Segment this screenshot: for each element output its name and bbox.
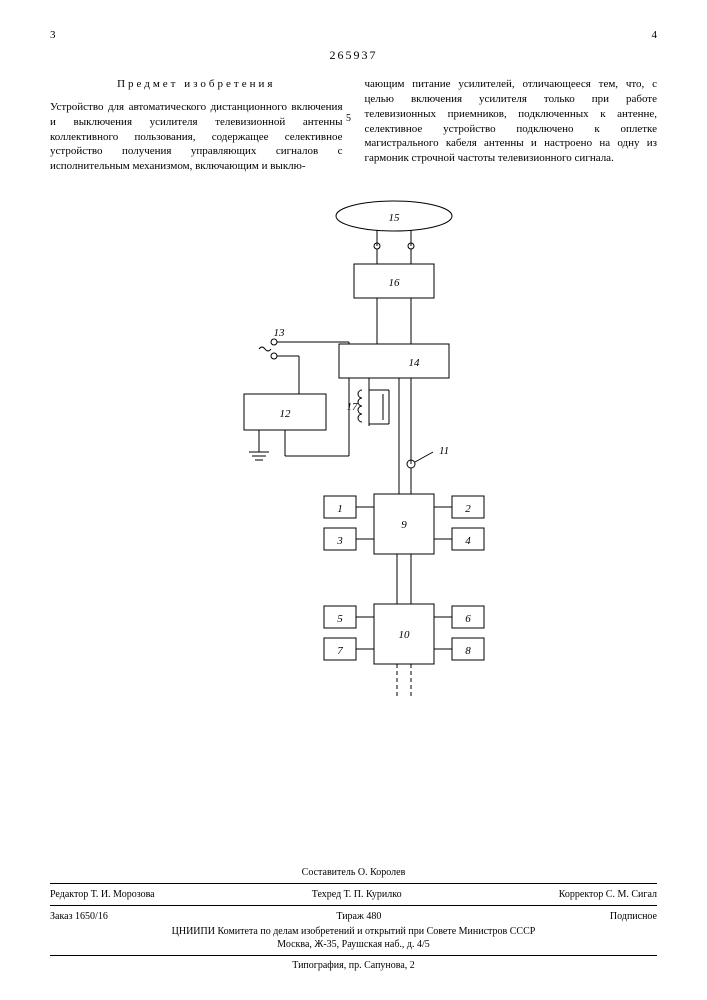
- footer-addr: Москва, Ж-35, Раушская наб., д. 4/5: [50, 938, 657, 952]
- subject-heading: Предмет изобретения: [50, 77, 343, 92]
- footer-compiler: Составитель О. Королев: [50, 866, 657, 880]
- circuit-diagram: 15 16 14 13 1: [189, 194, 519, 734]
- footer-org: ЦНИИПИ Комитета по делам изобретений и о…: [50, 925, 657, 939]
- label-12: 12: [279, 408, 291, 420]
- label-8: 8: [465, 645, 471, 657]
- footer-tirazh: Тираж 480: [336, 910, 381, 924]
- text-columns: Предмет изобретения Устройство для автом…: [50, 77, 657, 174]
- footer-credits: Редактор Т. И. Морозова Техред Т. П. Кур…: [50, 887, 657, 903]
- label-14: 14: [408, 357, 420, 369]
- footer-subscr: Подписное: [610, 910, 657, 924]
- label-17: 17: [346, 401, 358, 413]
- label-1: 1: [337, 503, 343, 515]
- page-num-left: 3: [50, 28, 56, 43]
- line-mark: 5: [346, 112, 351, 126]
- label-5: 5: [337, 613, 343, 625]
- footer-typo: Типография, пр. Сапунова, 2: [50, 959, 657, 973]
- footer-techred: Техред Т. П. Курилко: [312, 888, 402, 902]
- document-number: 265937: [50, 47, 657, 63]
- left-column-text: Устройство для автоматического дистанцио…: [50, 100, 343, 174]
- left-column: Предмет изобретения Устройство для автом…: [50, 77, 343, 174]
- label-10: 10: [398, 629, 410, 641]
- label-16: 16: [388, 277, 400, 289]
- label-11: 11: [439, 445, 449, 457]
- right-column: чающим питание усилителей, отличающееся …: [365, 77, 658, 174]
- page: 3 4 265937 Предмет изобретения Устройств…: [0, 0, 707, 1000]
- footer-print: Заказ 1650/16 Тираж 480 Подписное: [50, 909, 657, 925]
- label-9: 9: [401, 519, 407, 531]
- page-num-right: 4: [652, 28, 658, 43]
- label-7: 7: [337, 645, 343, 657]
- footer-corrector: Корректор С. М. Сигал: [559, 888, 657, 902]
- footer-order: Заказ 1650/16: [50, 910, 108, 924]
- diagram-container: 15 16 14 13 1: [50, 194, 657, 734]
- label-13: 13: [273, 327, 285, 339]
- label-15: 15: [388, 212, 400, 224]
- footer: Составитель О. Королев Редактор Т. И. Мо…: [50, 866, 657, 972]
- label-3: 3: [336, 535, 343, 547]
- right-column-text: чающим питание усилителей, отличающееся …: [365, 77, 658, 166]
- label-6: 6: [465, 613, 471, 625]
- page-numbers: 3 4: [50, 28, 657, 43]
- label-2: 2: [465, 503, 471, 515]
- footer-editor: Редактор Т. И. Морозова: [50, 888, 155, 902]
- label-4: 4: [465, 535, 471, 547]
